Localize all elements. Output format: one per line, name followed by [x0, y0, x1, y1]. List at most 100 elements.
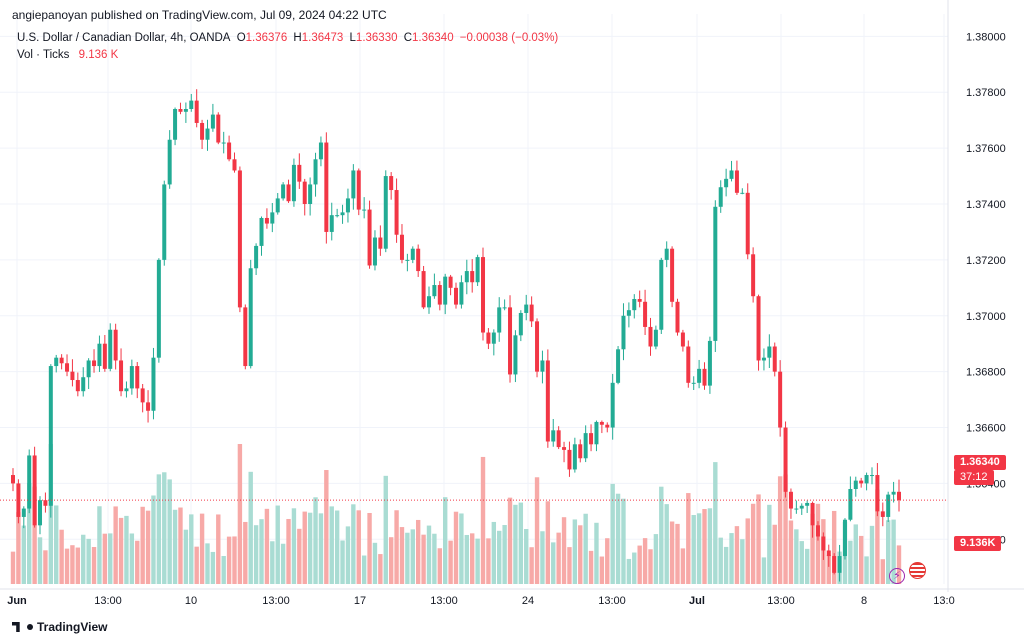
candle-body — [221, 142, 226, 144]
change-value: −0.00038 (−0.03%) — [459, 32, 559, 44]
volume-bar — [21, 525, 27, 584]
volume-bar — [767, 504, 772, 584]
close-value: 1.36340 — [412, 32, 454, 44]
volume-bar — [313, 497, 318, 584]
candle-body — [805, 502, 810, 506]
volume-bar — [745, 518, 750, 584]
volume-bar — [529, 547, 534, 584]
volume-bar — [459, 513, 464, 584]
volume-bar — [280, 543, 286, 584]
open-label: O — [236, 32, 246, 44]
candle-body — [372, 237, 377, 266]
candle-body — [113, 329, 118, 361]
candle-body — [140, 388, 145, 403]
y-tick-label: 1.38000 — [966, 31, 1006, 43]
y-tick-label: 1.37000 — [966, 311, 1006, 323]
candle-body — [729, 170, 734, 179]
candle-body — [848, 489, 853, 520]
volume-bar — [302, 511, 307, 584]
candle-body — [356, 170, 361, 210]
volume-bar — [388, 537, 394, 584]
chart-events[interactable]: ⚡ — [889, 562, 927, 584]
volume-bar — [750, 503, 756, 584]
candle-body — [81, 377, 86, 392]
volume-bar — [869, 525, 875, 584]
volume-bar — [291, 508, 297, 584]
volume-bar — [351, 504, 356, 584]
volume-bar — [599, 556, 605, 584]
volume-bar — [118, 517, 124, 584]
candle-body — [788, 491, 793, 509]
candle-body — [486, 332, 491, 344]
volume-bar — [680, 548, 686, 584]
volume-bar — [605, 538, 610, 584]
candle-body — [643, 301, 648, 327]
candle-body — [778, 371, 783, 428]
symbol-title: U.S. Dollar / Canadian Dollar, 4h, OANDA — [17, 32, 231, 44]
candle-body — [367, 209, 372, 266]
candle-body — [313, 159, 318, 185]
candle-body — [594, 421, 599, 445]
volume-bar — [799, 541, 804, 584]
volume-bar — [426, 525, 432, 584]
volume-bar — [194, 546, 199, 584]
candle-body — [869, 475, 874, 477]
candle-body — [826, 550, 831, 557]
candle-body — [702, 368, 707, 386]
candle-body — [767, 346, 772, 358]
candle-body — [751, 254, 756, 297]
candle-body — [864, 475, 869, 484]
candle-body — [562, 447, 567, 450]
candle-body — [572, 444, 577, 470]
candle-body — [281, 184, 286, 199]
volume-bar — [891, 519, 896, 584]
volume-bar — [578, 525, 583, 584]
volume-bar — [723, 546, 729, 584]
candle-body — [232, 159, 237, 171]
candle-body — [286, 184, 291, 202]
logo-dot — [27, 624, 33, 630]
us-flag-icon[interactable] — [909, 562, 927, 579]
candle-body — [842, 519, 847, 557]
candle-body — [345, 198, 350, 213]
candle-body — [583, 433, 588, 459]
volume-bar — [729, 533, 734, 584]
lightning-icon[interactable]: ⚡ — [889, 568, 905, 584]
x-tick-label: Jun — [7, 595, 27, 607]
volume-bar — [626, 558, 632, 584]
candle-body — [454, 287, 458, 305]
volume-bar — [54, 505, 59, 584]
volume-bar — [777, 476, 783, 584]
volume-bar — [648, 549, 653, 584]
candle-body — [205, 128, 210, 140]
y-tick-label: 1.37600 — [966, 143, 1006, 155]
volume-bar — [653, 534, 659, 584]
candle-body — [399, 234, 404, 260]
low-value: 1.36330 — [355, 32, 398, 44]
volume-bar — [329, 506, 334, 584]
volume-legend: Vol · Ticks 9.136 K — [17, 49, 118, 61]
candle-body — [394, 190, 399, 235]
candle-body — [421, 271, 426, 308]
candle-body — [21, 508, 26, 517]
close-label: C — [403, 32, 413, 44]
volume-bar — [97, 506, 102, 584]
candle-body — [389, 176, 394, 191]
candle-body — [556, 430, 561, 448]
volume-bar — [253, 525, 259, 584]
candle-body — [308, 184, 313, 204]
volume-bar — [399, 527, 405, 584]
candle-body — [497, 307, 502, 333]
volume-bar — [270, 541, 275, 584]
candle-body — [535, 321, 540, 372]
candle-body — [578, 444, 583, 459]
volume-bar — [664, 504, 669, 584]
candle-body — [886, 494, 891, 517]
candle-body — [837, 556, 842, 573]
tradingview-logo[interactable]: TradingView — [12, 620, 107, 634]
candle-body — [254, 245, 259, 269]
y-tick-label: 1.37400 — [966, 199, 1006, 211]
x-tick-label: 10 — [185, 595, 197, 607]
candle-body — [156, 259, 161, 358]
